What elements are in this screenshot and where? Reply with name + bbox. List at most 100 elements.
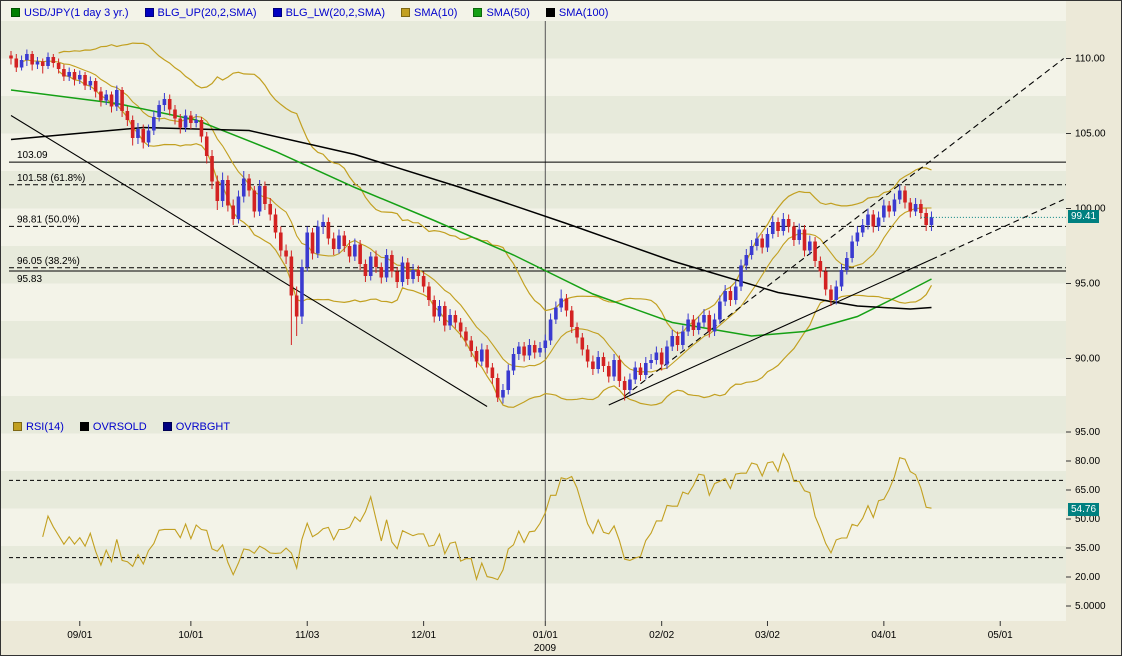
steep-projection	[624, 58, 1065, 397]
candle-body	[146, 130, 151, 143]
candle-body	[744, 255, 749, 266]
bg-stripe	[1, 583, 1066, 621]
candle-body	[125, 111, 130, 120]
candle-body	[834, 286, 839, 300]
legend-label: RSI(14)	[26, 420, 64, 433]
candle-body	[56, 63, 61, 69]
candle-body	[458, 322, 463, 332]
candle-body	[326, 222, 331, 239]
candle-body	[427, 286, 431, 300]
candle-body	[469, 340, 474, 351]
level-label: 101.58 (61.8%)	[17, 173, 85, 184]
uptrend-line	[608, 258, 932, 406]
candle-body	[903, 190, 907, 203]
candle-body	[913, 204, 918, 212]
candle-body	[686, 319, 690, 332]
candle-body	[564, 298, 569, 311]
candle-body	[40, 61, 45, 66]
candle-body	[723, 291, 727, 302]
candle-body	[51, 57, 56, 63]
candle-body	[35, 61, 40, 65]
candle-body	[702, 315, 706, 323]
bg-stripe	[1, 58, 1066, 96]
candle-body	[220, 180, 225, 201]
candle-body	[807, 241, 812, 251]
legend-label: USD/JPY(1 day 3 yr.)	[24, 6, 129, 19]
x-axis-label: 05/01	[988, 630, 1013, 641]
bg-stripe	[1, 433, 1066, 471]
candle-body	[797, 229, 802, 240]
candle-body	[712, 319, 717, 332]
downtrend-line	[10, 115, 488, 407]
candle-body	[829, 289, 833, 300]
candle-body	[728, 291, 733, 300]
rsi-axis-label: 20.00	[1075, 572, 1100, 583]
candle-body	[294, 295, 299, 317]
candle-body	[342, 235, 347, 246]
candle-body	[46, 57, 50, 66]
last-price-flag: 99.41	[1068, 210, 1100, 224]
bollinger-lower-line	[58, 70, 933, 408]
candle-body	[739, 265, 743, 287]
candle-body	[681, 331, 685, 345]
legend-item: OVRBGHT	[162, 421, 230, 433]
legend-swatch	[545, 8, 555, 17]
x-axis-label: 11/03	[295, 630, 320, 641]
year-label: 2009	[533, 643, 557, 654]
candle-body	[289, 256, 294, 296]
legend-strip	[1, 1, 1066, 21]
candle-body	[839, 270, 844, 287]
candle-body	[490, 367, 495, 378]
rsi-legend: RSI(14) OVRSOLD OVRBGHT	[13, 418, 246, 436]
legend-swatch	[11, 8, 20, 17]
candle-body	[194, 120, 198, 123]
candle-body	[580, 337, 585, 350]
price-axis-label: 105.00	[1075, 129, 1106, 140]
candle-body	[575, 327, 579, 338]
candle-body	[204, 136, 209, 156]
legend-swatch	[401, 8, 411, 17]
candle-body	[765, 234, 770, 248]
candle-body	[755, 238, 759, 246]
candle-body	[93, 81, 98, 92]
legend-item: OVRSOLD	[79, 421, 147, 433]
rsi-line	[42, 452, 932, 582]
x-axis-label: 09/01	[67, 630, 92, 641]
bg-stripe	[1, 546, 1066, 584]
candle-body	[453, 315, 458, 323]
candle-body	[871, 214, 876, 227]
legend-label: BLG_LW(20,2,SMA)	[285, 6, 386, 19]
level-label: 98.81 (50.0%)	[17, 214, 80, 225]
candle-body	[157, 105, 161, 117]
candle-body	[480, 349, 484, 362]
candle-body	[601, 357, 606, 366]
candle-body	[368, 256, 373, 276]
candle-body	[374, 256, 378, 267]
candle-body	[62, 69, 66, 77]
candle-body	[802, 229, 807, 251]
candle-body	[485, 349, 489, 368]
price-axis-label: 95.00	[1075, 279, 1100, 290]
sma50-line	[10, 89, 932, 337]
candle-body	[152, 117, 156, 131]
candle-body	[675, 336, 680, 345]
candle-body	[183, 115, 188, 128]
candle-body	[644, 363, 648, 375]
level-label: 103.09	[17, 150, 48, 161]
legend-item: SMA(100)	[545, 7, 608, 19]
candle-body	[612, 360, 616, 377]
candle-body	[247, 178, 251, 191]
candle-body	[268, 204, 273, 215]
bg-stripe	[1, 133, 1066, 171]
candle-body	[908, 202, 913, 212]
candle-body	[749, 246, 754, 255]
price-axis-label: 100.00	[1075, 204, 1106, 215]
candle-body	[358, 244, 362, 264]
legend-swatch	[272, 8, 282, 17]
candle-body	[331, 238, 336, 249]
candle-body	[527, 345, 532, 356]
candle-body	[226, 180, 230, 206]
legend-item: RSI(14)	[13, 421, 64, 433]
